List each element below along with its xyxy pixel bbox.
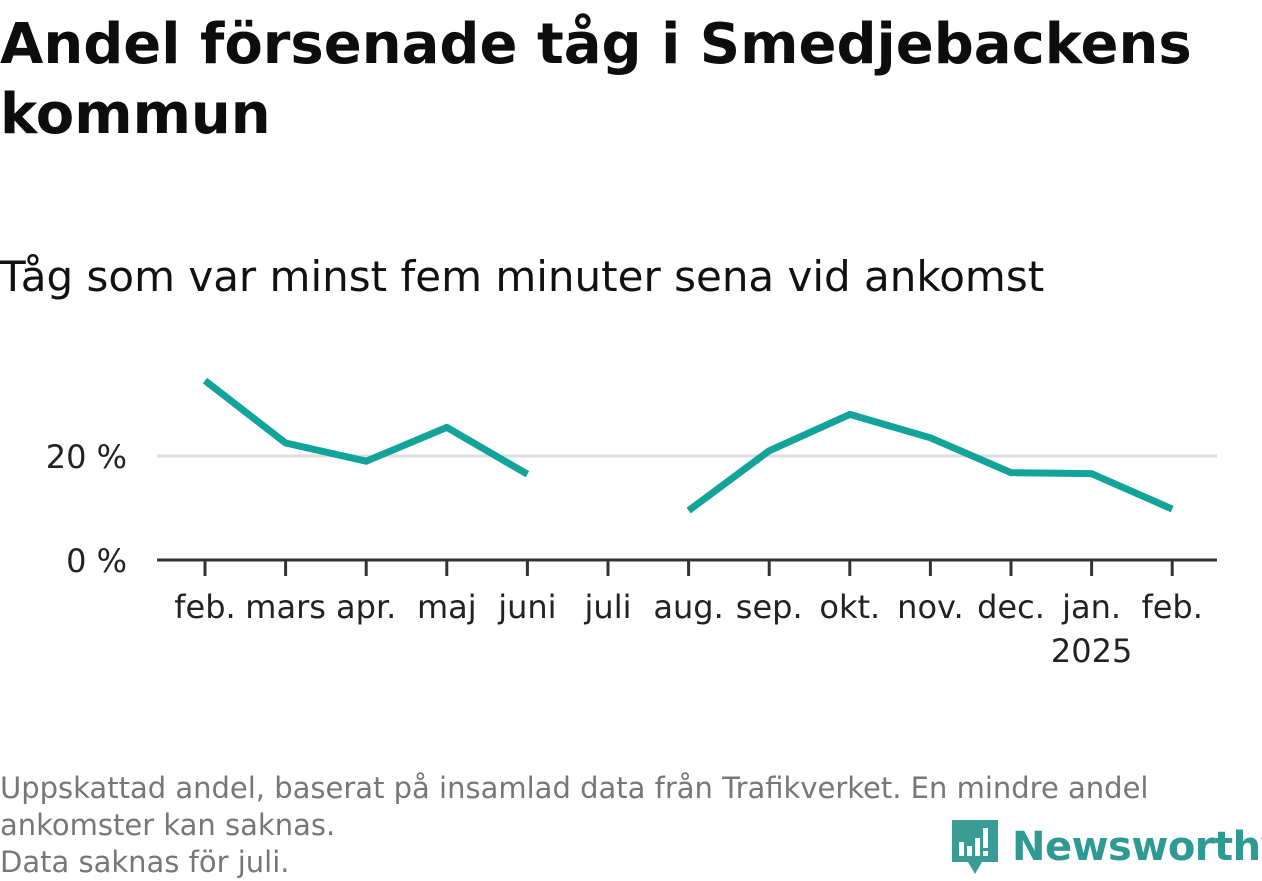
footnote-line-1: Uppskattad andel, baserat på insamlad da… — [0, 771, 1149, 805]
y-tick-label: 20 % — [46, 438, 127, 476]
footnote-line-3: Data saknas för juli. — [0, 845, 290, 879]
x-tick-label: juni — [497, 588, 556, 626]
footnote-line-2: ankomster kan saknas. — [0, 808, 336, 842]
newsworthy-logo-icon — [952, 820, 998, 874]
x-tick-label: juli — [584, 588, 632, 626]
x-tick-label: feb. — [1141, 588, 1202, 626]
brand-logo: Newsworthy — [950, 818, 1262, 876]
chart-subtitle: Tåg som var minst fem minuter sena vid a… — [0, 252, 1045, 301]
x-tick-sublabel: 2025 — [1051, 632, 1132, 670]
x-tick-label: maj — [417, 588, 477, 626]
footnote: Uppskattad andel, baserat på insamlad da… — [0, 770, 1250, 881]
x-tick-label: nov. — [897, 588, 963, 626]
x-tick-label: sep. — [736, 588, 803, 626]
x-tick-label: jan. — [1061, 588, 1121, 626]
chart-title: Andel försenade tåg i Smedjebackens komm… — [0, 12, 1192, 147]
x-tick-label: feb. — [174, 588, 235, 626]
y-tick-label: 0 % — [66, 542, 127, 580]
series-line — [202, 377, 530, 478]
x-tick-label: mars — [245, 588, 326, 626]
x-tick-label: okt. — [819, 588, 880, 626]
line-chart: 0 % 20 % feb. mars apr. maj juni juli aug. sep. ok… — [46, 377, 1217, 670]
x-tick-label: dec. — [977, 588, 1045, 626]
brand-name: Newsworthy — [1012, 824, 1262, 870]
x-tick-label: apr. — [336, 588, 396, 626]
x-tick-label: aug. — [653, 588, 723, 626]
series-line — [686, 410, 1174, 514]
